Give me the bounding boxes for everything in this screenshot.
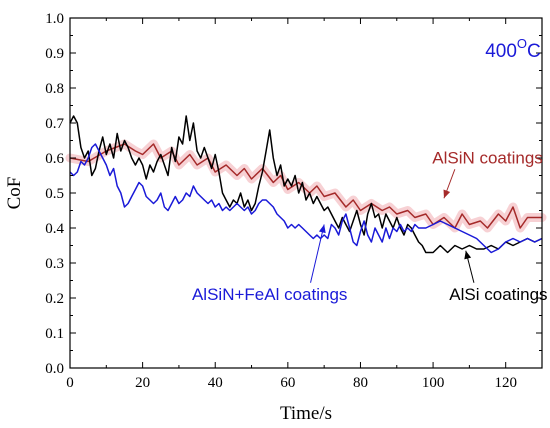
annotation-alsin-coatings: AlSiN coatings: [432, 148, 543, 167]
x-tick-label: 20: [135, 375, 150, 391]
x-tick-label: 40: [208, 375, 223, 391]
temperature-degree: O: [517, 36, 527, 51]
series-lines: [69, 115, 543, 254]
temperature-unit: C: [527, 41, 541, 62]
annotation-arrowhead-alsi-coatings: [464, 250, 472, 260]
y-tick-label: 0.1: [45, 326, 64, 342]
y-tick-label: 0.2: [45, 291, 64, 307]
annotation-arrow-alsin-feal-coatings: [310, 224, 325, 283]
x-tick-label: 100: [422, 375, 445, 391]
x-tick-label: 120: [494, 375, 517, 391]
x-tick-label: 0: [66, 375, 74, 391]
series-line-alsi-coatings: [69, 115, 543, 254]
series-line-alsin-feal-coatings: [69, 143, 543, 254]
y-tick-label: 1.0: [45, 11, 64, 27]
annotation-arrowhead-alsin-feal-coatings: [318, 224, 326, 234]
y-tick-label: 0.6: [45, 151, 64, 167]
annotation-alsi-coatings: AlSi coatings: [449, 285, 547, 304]
annotation-arrowhead-alsin-coatings: [443, 189, 451, 199]
y-tick-label: 0.4: [45, 221, 64, 237]
y-tick-label: 0.7: [45, 116, 64, 132]
axis-ticks: 0 20 40 60 80 100 120 0.0 0.1 0.2 0.3 0.4 0.5 0.6 0.7 0…: [45, 11, 542, 391]
y-tick-label: 0.0: [45, 361, 64, 377]
y-axis-title: CoF: [4, 177, 25, 210]
temperature-label: 400OC: [485, 36, 541, 62]
temperature-value: 400: [485, 41, 517, 62]
annotations: AlSiN coatings AlSiN+FeAl coatings AlSi co…: [192, 148, 548, 304]
x-axis-title: Time/s: [280, 403, 332, 424]
x-tick-label: 80: [353, 375, 368, 391]
y-tick-label: 0.5: [45, 186, 64, 202]
y-tick-label: 0.8: [45, 81, 64, 97]
x-tick-label: 60: [280, 375, 295, 391]
annotation-alsin-feal-coatings: AlSiN+FeAl coatings: [192, 285, 347, 304]
y-tick-label: 0.3: [45, 256, 64, 272]
y-tick-label: 0.9: [45, 46, 64, 62]
